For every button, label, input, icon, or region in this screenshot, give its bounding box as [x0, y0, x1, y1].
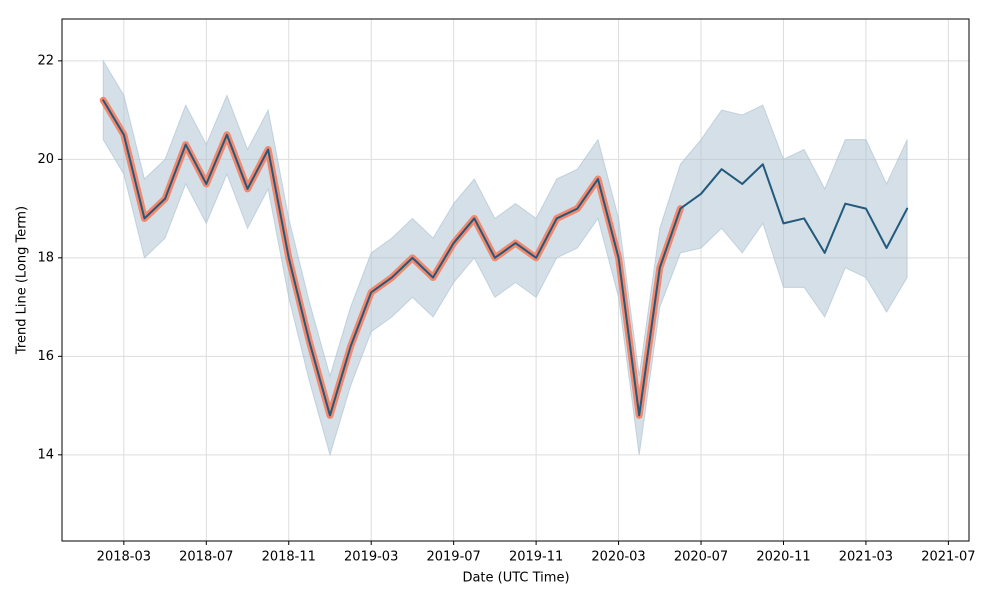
x-tick-label: 2019-03: [344, 550, 398, 565]
y-tick-label: 16: [37, 349, 54, 364]
x-tick-label: 2019-07: [426, 550, 480, 565]
x-tick-label: 2019-11: [509, 550, 563, 565]
x-tick-label: 2018-03: [97, 550, 151, 565]
x-tick-label: 2018-11: [262, 550, 316, 565]
y-tick-label: 20: [37, 152, 54, 167]
x-tick-label: 2020-03: [591, 550, 645, 565]
x-tick-label: 2018-07: [179, 550, 233, 565]
x-axis-label: Date (UTC Time): [462, 571, 569, 586]
y-axis-label: Trend Line (Long Term): [15, 206, 30, 355]
y-tick-label: 18: [37, 250, 54, 265]
y-tick-label: 22: [37, 53, 54, 68]
trend-line: [102, 99, 909, 417]
plot-frame: [61, 18, 970, 542]
x-tick-label: 2021-07: [921, 550, 975, 565]
x-tick-label: 2021-03: [839, 550, 893, 565]
x-tick-label: 2020-07: [674, 550, 728, 565]
confidence-band: [102, 59, 908, 457]
y-tick-label: 14: [37, 447, 54, 462]
x-tick-label: 2020-11: [756, 550, 810, 565]
